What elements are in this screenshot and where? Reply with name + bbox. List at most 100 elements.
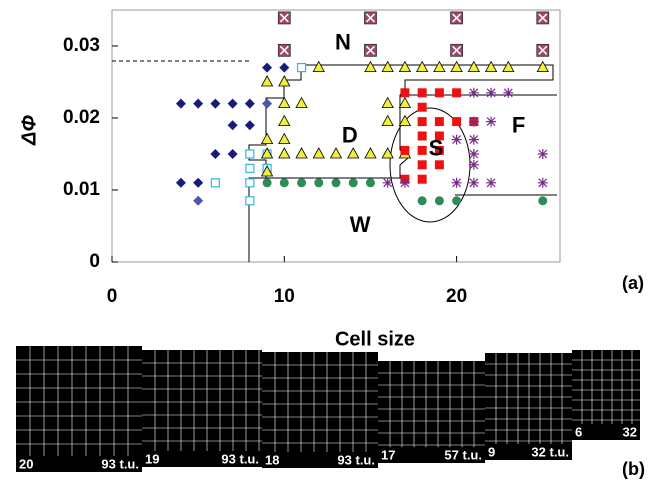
marker — [418, 146, 427, 155]
marker — [418, 117, 427, 126]
figure: ΔΦ Cell size (a) (b) 0102000.010.020.03N… — [0, 0, 653, 498]
marker — [469, 149, 479, 159]
marker — [435, 196, 444, 205]
snapshot-size: 9 — [488, 444, 495, 459]
data-point — [435, 117, 444, 126]
data-point — [278, 44, 290, 56]
marker — [538, 149, 548, 159]
marker — [452, 117, 461, 126]
marker — [469, 117, 479, 127]
x-tick-label: 20 — [446, 286, 467, 307]
snapshot: 1757 t.u. — [378, 361, 485, 463]
data-point — [278, 12, 290, 24]
data-point — [451, 44, 463, 56]
data-point — [332, 178, 341, 187]
data-point — [246, 179, 254, 187]
snapshot-bg — [142, 350, 262, 467]
data-point — [435, 160, 444, 169]
data-point — [537, 44, 549, 56]
marker — [418, 175, 427, 184]
data-point — [400, 88, 409, 97]
data-point — [435, 88, 444, 97]
snapshot: 632 — [572, 350, 640, 440]
data-point — [418, 196, 427, 205]
marker — [418, 196, 427, 205]
snapshot-size: 19 — [145, 451, 159, 466]
snapshot: 20 93 t.u. — [16, 346, 142, 472]
data-point — [486, 178, 496, 188]
marker — [538, 196, 547, 205]
data-point — [451, 12, 463, 24]
marker — [486, 178, 496, 188]
data-point — [400, 146, 409, 155]
snapshot-size: 17 — [381, 447, 395, 462]
x-tick-label: 10 — [274, 286, 295, 307]
data-point — [469, 149, 479, 159]
snapshot: 1893 t.u. — [262, 352, 378, 468]
marker — [503, 88, 513, 98]
data-point — [418, 132, 427, 141]
marker — [486, 117, 496, 127]
data-point — [246, 150, 254, 158]
data-point — [435, 196, 444, 205]
marker — [297, 178, 306, 187]
data-point — [364, 44, 376, 56]
marker — [263, 178, 272, 187]
data-point — [538, 178, 548, 188]
marker — [418, 103, 427, 112]
data-point — [418, 88, 427, 97]
snapshot-size: 20 — [19, 456, 33, 471]
marker — [298, 64, 306, 72]
data-point — [503, 88, 513, 98]
data-point — [280, 178, 289, 187]
marker — [246, 179, 254, 187]
data-point — [469, 117, 479, 127]
marker — [383, 178, 393, 188]
marker — [400, 178, 410, 188]
region-label: W — [350, 212, 371, 237]
region-label: S — [429, 135, 444, 160]
marker — [435, 160, 444, 169]
data-point — [469, 88, 479, 98]
x-axis-label: Cell size — [335, 328, 415, 350]
x-tick-label: 0 — [107, 286, 118, 307]
marker — [246, 164, 254, 172]
data-point — [486, 88, 496, 98]
marker — [400, 88, 409, 97]
data-point — [452, 196, 461, 205]
data-point — [400, 178, 410, 188]
marker — [452, 88, 461, 97]
data-point — [486, 117, 496, 127]
data-point — [297, 178, 306, 187]
data-point — [263, 178, 272, 187]
marker — [418, 132, 427, 141]
panel-label: (a) — [622, 273, 644, 293]
data-point — [418, 103, 427, 112]
data-point — [469, 160, 479, 170]
marker — [538, 178, 548, 188]
snapshot-time: 93 t.u. — [101, 456, 139, 471]
marker — [349, 178, 358, 187]
y-tick-label: 0 — [89, 251, 100, 272]
marker — [452, 196, 461, 205]
data-point — [349, 178, 358, 187]
snapshot-bg — [262, 352, 378, 468]
snapshot-size: 6 — [575, 424, 582, 439]
marker — [246, 150, 254, 158]
marker — [469, 88, 479, 98]
data-point — [452, 88, 461, 97]
marker — [469, 135, 479, 145]
marker — [435, 117, 444, 126]
region-label: D — [342, 123, 358, 148]
marker — [452, 178, 462, 188]
data-point — [538, 196, 547, 205]
panel-label: (b) — [622, 459, 645, 479]
y-axis-label: ΔΦ — [18, 115, 40, 146]
data-point — [314, 178, 323, 187]
data-point — [364, 12, 376, 24]
data-point — [418, 175, 427, 184]
snapshot-time: 93 t.u. — [221, 451, 259, 466]
data-point — [298, 64, 306, 72]
data-point — [469, 178, 479, 188]
